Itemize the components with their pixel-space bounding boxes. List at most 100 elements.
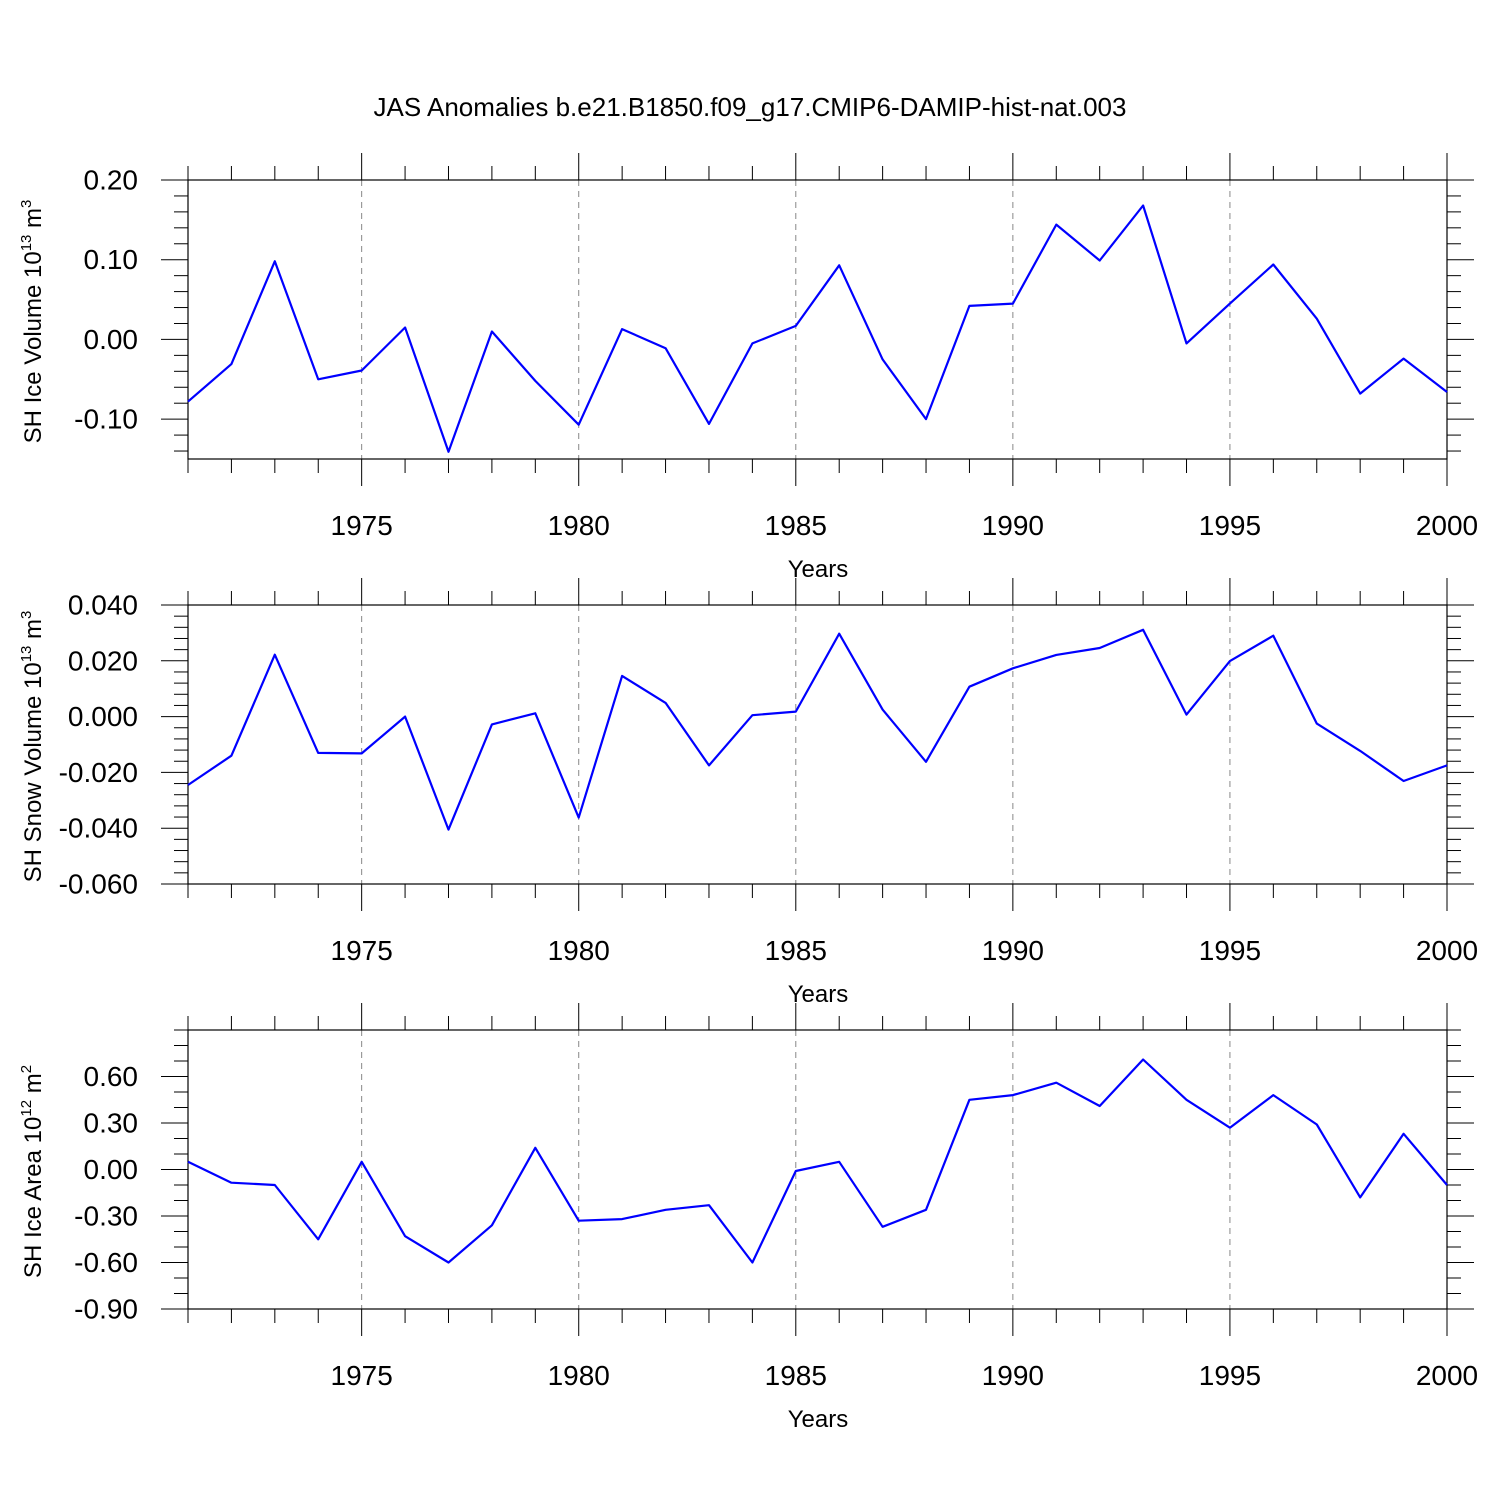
data-point: [403, 715, 407, 719]
data-point: [273, 1183, 277, 1187]
data-point: [360, 369, 364, 373]
data-point: [316, 1237, 320, 1241]
data-point: [924, 760, 928, 764]
y-tick-label: 0.60: [84, 1061, 139, 1092]
y-tick-label: -0.90: [74, 1294, 138, 1325]
chart-title: JAS Anomalies b.e21.B1850.f09_g17.CMIP6-…: [374, 92, 1127, 122]
data-point: [1098, 259, 1102, 263]
data-point: [360, 1160, 364, 1164]
x-tick-label: 1990: [982, 1360, 1044, 1391]
data-point: [1185, 713, 1189, 717]
data-point: [273, 259, 277, 263]
y-tick-label: 0.040: [68, 590, 138, 621]
data-point: [924, 1208, 928, 1212]
x-tick-label: 1990: [982, 935, 1044, 966]
data-point: [490, 722, 494, 726]
data-point: [750, 713, 754, 717]
data-point: [186, 783, 190, 787]
y-tick-label: -0.10: [74, 404, 138, 435]
panel-1: 0.20 0.10 0.00 -0.10 1975 1980 1985 1990 1995 200…: [18, 153, 1478, 583]
data-point: [1445, 390, 1449, 394]
series-line: [187, 204, 1448, 453]
plot-frame: [187, 604, 1448, 885]
data-point: [794, 710, 798, 714]
y-tick-label: -0.30: [74, 1201, 138, 1232]
data-point: [403, 1234, 407, 1238]
x-tick-label: 2000: [1416, 1360, 1478, 1391]
x-tick-label: 1990: [982, 510, 1044, 541]
data-point: [533, 379, 537, 383]
data-point: [1445, 763, 1449, 767]
data-point: [403, 325, 407, 329]
data-point: [1271, 1093, 1275, 1097]
data-point: [186, 1160, 190, 1164]
data-point: [1054, 653, 1058, 657]
data-point: [1054, 1081, 1058, 1085]
data-point: [707, 1203, 711, 1207]
data-point: [664, 701, 668, 705]
panel-2: 0.040 0.020 0.000 -0.020 -0.040 -0.060 1975 198…: [18, 578, 1478, 1008]
data-point: [1054, 223, 1058, 227]
y-tick-label: -0.60: [74, 1247, 138, 1278]
data-point: [837, 632, 841, 636]
data-point: [446, 828, 450, 832]
data-point: [1402, 1132, 1406, 1136]
data-point: [1315, 1123, 1319, 1127]
x-tick-label: 1995: [1199, 510, 1261, 541]
data-point: [620, 1217, 624, 1221]
data-point: [1271, 262, 1275, 266]
data-point: [577, 423, 581, 427]
x-axis-label: Years: [788, 556, 849, 583]
x-tick-label: 2000: [1416, 935, 1478, 966]
data-point: [1185, 341, 1189, 345]
data-point: [924, 417, 928, 421]
data-point: [1315, 317, 1319, 321]
data-point: [1358, 392, 1362, 396]
data-point: [490, 1223, 494, 1227]
data-point: [881, 708, 885, 712]
data-point: [577, 1219, 581, 1223]
y-tick-label: 0.000: [68, 701, 138, 732]
data-point: [1358, 749, 1362, 753]
x-tick-label: 1975: [331, 1360, 393, 1391]
x-axis-label: Years: [788, 1406, 849, 1433]
plot-frame: [187, 179, 1448, 460]
data-point: [446, 450, 450, 454]
y-axis-label: SH Ice Volume 1013 m3: [18, 200, 47, 444]
data-point: [967, 685, 971, 689]
data-point: [967, 304, 971, 308]
data-point: [577, 816, 581, 820]
y-tick-label: 0.00: [84, 1154, 139, 1185]
x-tick-label: 1985: [765, 1360, 827, 1391]
data-point: [794, 324, 798, 328]
y-tick-label: -0.040: [59, 813, 138, 844]
data-point: [1445, 1183, 1449, 1187]
data-point: [1141, 204, 1145, 208]
data-point: [533, 711, 537, 715]
y-axis-label: SH Snow Volume 1013 m3: [18, 611, 47, 883]
data-point: [1271, 634, 1275, 638]
data-point: [881, 1225, 885, 1229]
data-point: [1011, 666, 1015, 670]
x-tick-label: 1985: [765, 935, 827, 966]
data-point: [360, 751, 364, 755]
data-point: [750, 1261, 754, 1265]
data-point: [1098, 646, 1102, 650]
data-point: [837, 1160, 841, 1164]
data-point: [316, 377, 320, 381]
y-tick-label: 0.30: [84, 1108, 139, 1139]
data-point: [316, 751, 320, 755]
data-point: [707, 422, 711, 426]
data-point: [620, 674, 624, 678]
x-axis-label: Years: [788, 981, 849, 1008]
data-point: [664, 346, 668, 350]
data-point: [750, 341, 754, 345]
data-point: [229, 362, 233, 366]
data-point: [229, 1181, 233, 1185]
data-point: [490, 329, 494, 333]
x-tick-label: 1980: [548, 935, 610, 966]
data-point: [1011, 302, 1015, 306]
x-tick-label: 1995: [1199, 1360, 1261, 1391]
data-point: [229, 754, 233, 758]
x-tick-label: 1975: [331, 935, 393, 966]
